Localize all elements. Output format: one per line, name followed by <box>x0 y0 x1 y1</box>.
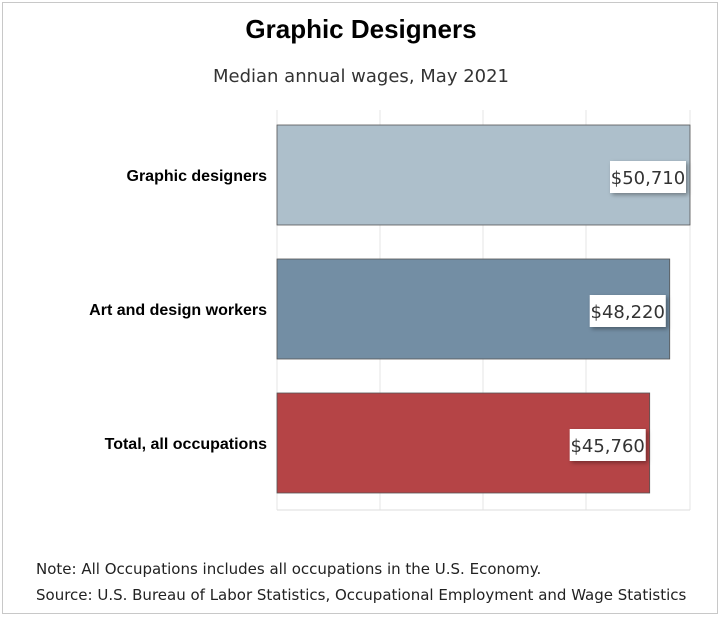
value-label-box <box>610 161 686 193</box>
chart-notes: Note: All Occupations includes all occup… <box>36 556 686 608</box>
chart-subtitle: Median annual wages, May 2021 <box>212 66 509 87</box>
labels: Graphic designers $50,710 Art and design w… <box>89 161 686 461</box>
value-label: $48,220 <box>591 302 665 323</box>
chart-title: Graphic Designers <box>245 14 477 44</box>
source-text: Source: U.S. Bureau of Labor Statistics,… <box>36 586 687 604</box>
value-label-box <box>569 429 646 461</box>
value-label-box <box>589 295 666 327</box>
category-label: Graphic designers <box>127 168 268 185</box>
value-label: $50,710 <box>611 168 685 189</box>
category-label: Art and design workers <box>89 302 267 319</box>
value-label: $45,760 <box>570 436 644 457</box>
category-label: Total, all occupations <box>105 436 267 453</box>
note-text: Note: All Occupations includes all occup… <box>36 560 542 578</box>
